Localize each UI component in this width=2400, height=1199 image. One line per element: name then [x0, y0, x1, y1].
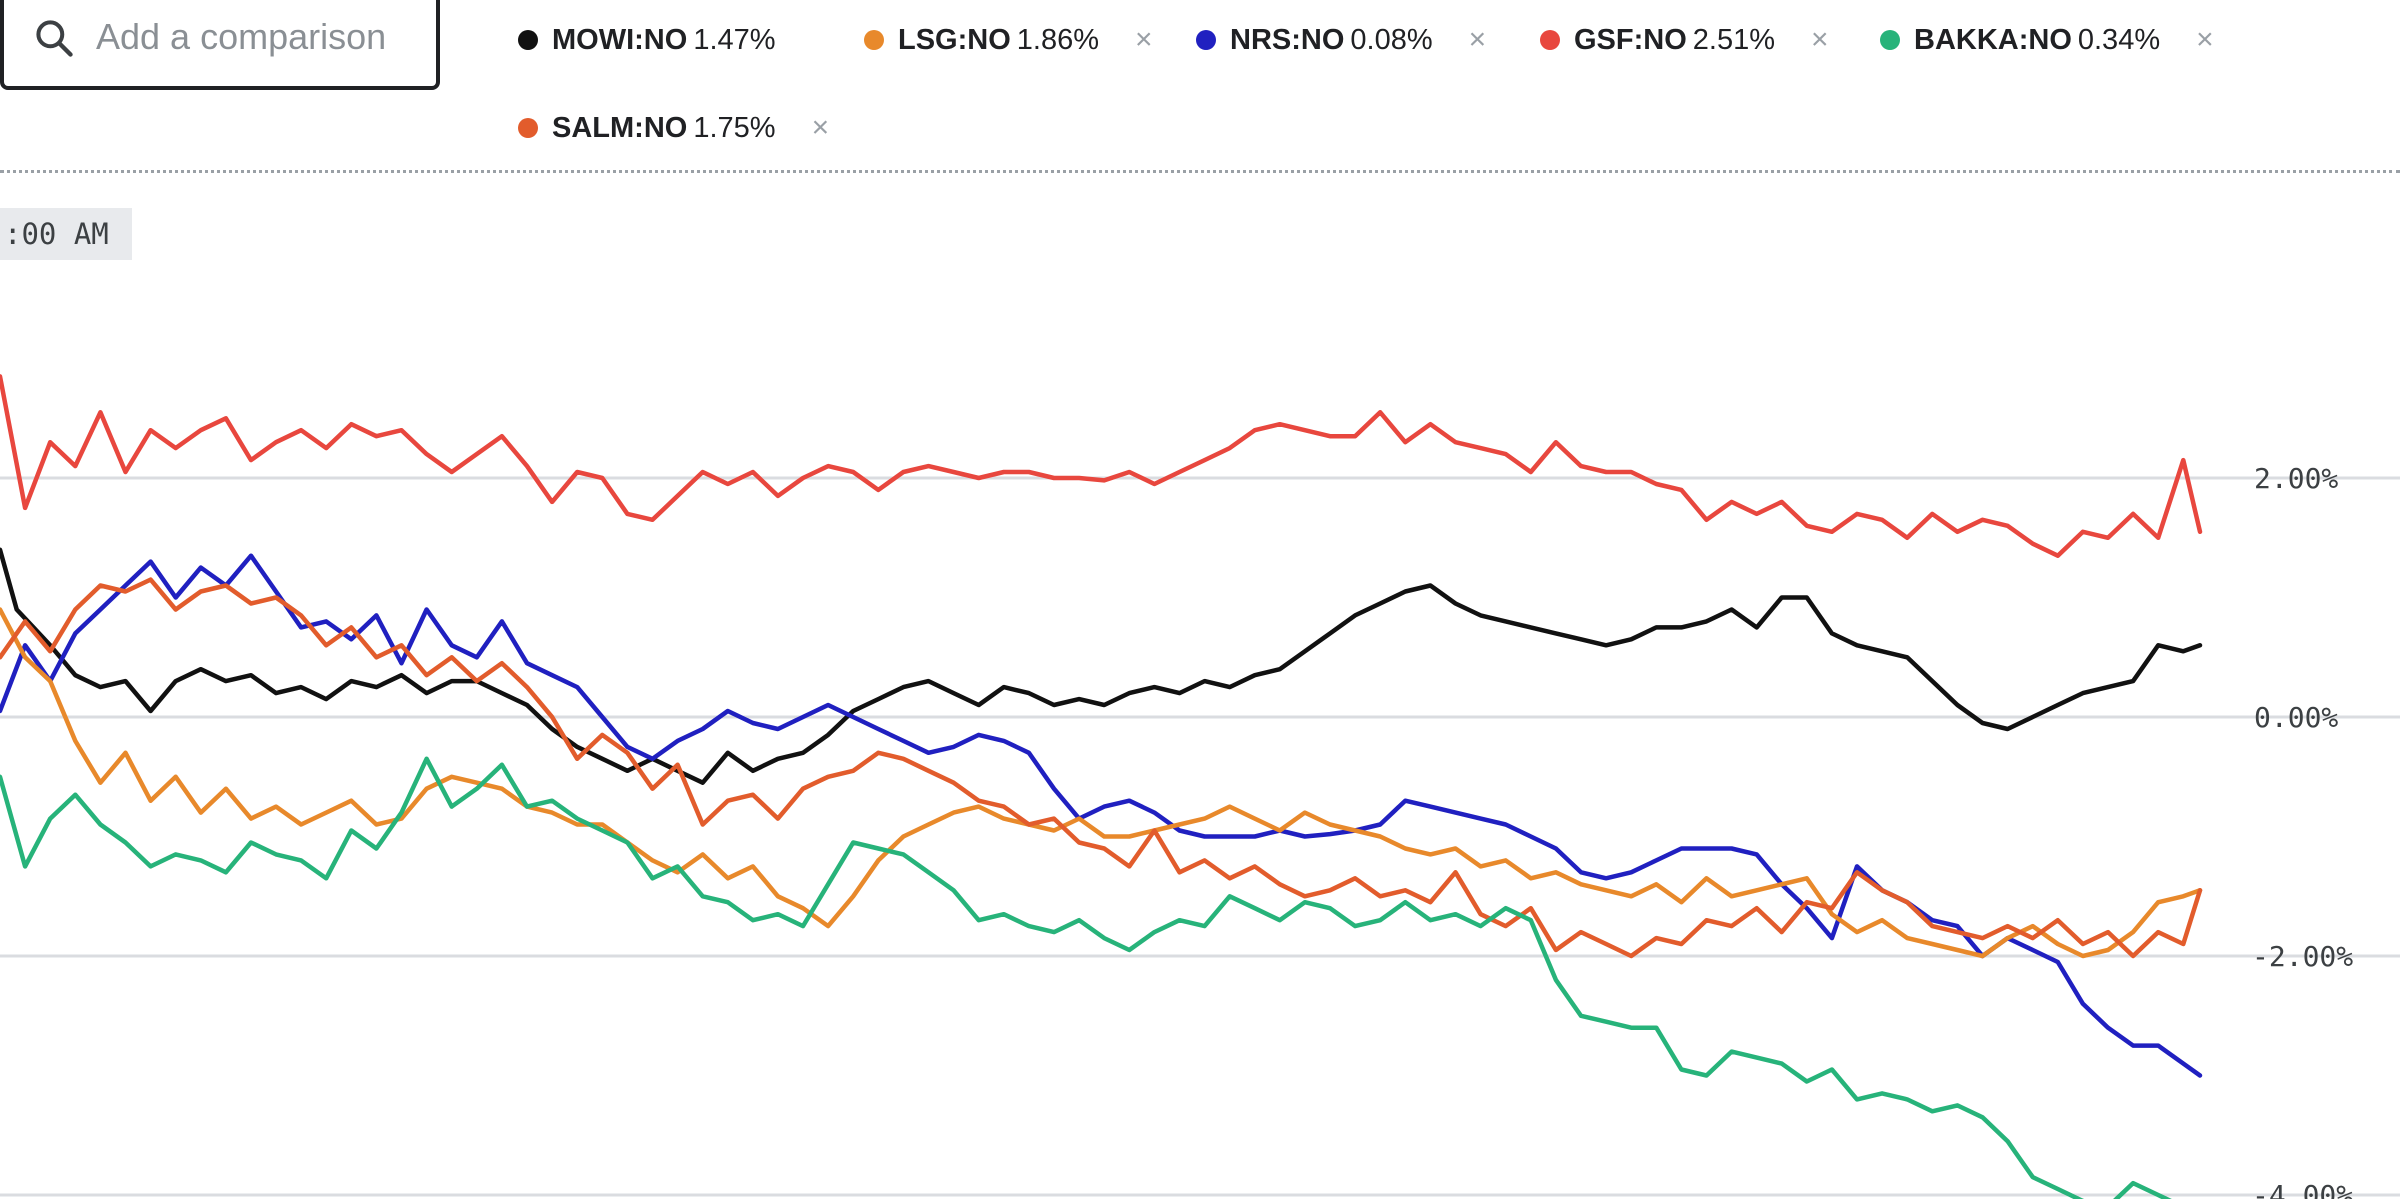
- y-tick-label: 0.00%: [2254, 701, 2338, 734]
- series-color-dot: [1540, 30, 1560, 50]
- series-color-dot: [1196, 30, 1216, 50]
- legend-divider: [0, 170, 2400, 173]
- remove-comparison-icon[interactable]: ×: [811, 111, 830, 144]
- series-color-dot: [1880, 30, 1900, 50]
- comparison-change: 1.47%: [693, 23, 776, 56]
- comparison-change: 1.86%: [1016, 23, 1100, 56]
- comparison-symbol: GSF:NO: [1574, 23, 1687, 56]
- comparison-symbol: NRS:NO: [1230, 23, 1345, 56]
- comparison-change: 0.34%: [2077, 23, 2161, 56]
- y-tick-label: -2.00%: [2252, 940, 2353, 973]
- series-line-salm-no: [0, 577, 2203, 959]
- series-color-dot: [518, 118, 538, 138]
- series-line-lsg-no: [0, 607, 2203, 959]
- remove-comparison-icon[interactable]: ×: [2196, 23, 2214, 56]
- comparison-chip-gsf-no[interactable]: GSF:NO 2.51% ×: [1540, 16, 1829, 64]
- comparison-change: 0.08%: [1350, 23, 1433, 56]
- comparison-symbol: SALM:NO: [552, 111, 688, 144]
- comparison-change: 2.51%: [1692, 23, 1776, 56]
- search-icon: [36, 20, 73, 57]
- y-tick-label: -4.00%: [2252, 1179, 2353, 1199]
- remove-comparison-icon[interactable]: ×: [1811, 23, 1829, 56]
- series-line-mowi-no: [0, 547, 2203, 785]
- comparison-symbol: LSG:NO: [898, 23, 1011, 56]
- comparison-symbol: BAKKA:NO: [1914, 23, 2072, 56]
- comparison-symbol: MOWI:NO: [552, 23, 688, 56]
- remove-comparison-icon[interactable]: ×: [1468, 23, 1487, 56]
- comparison-chip-lsg-no[interactable]: LSG:NO 1.86% ×: [864, 16, 1153, 64]
- y-tick-label: 2.00%: [2254, 462, 2338, 495]
- remove-comparison-icon[interactable]: ×: [1135, 23, 1153, 56]
- series-line-gsf-no: [0, 374, 2203, 558]
- comparison-chip-mowi-no[interactable]: MOWI:NO 1.47%: [518, 16, 776, 64]
- search-input[interactable]: [94, 8, 418, 66]
- series-color-dot: [518, 30, 538, 50]
- comparison-chip-bakka-no[interactable]: BAKKA:NO 0.34% ×: [1880, 16, 2214, 64]
- time-label: :00 AM: [0, 208, 132, 260]
- comparison-chip-salm-no[interactable]: SALM:NO 1.75% ×: [518, 104, 829, 152]
- comparison-change: 1.75%: [693, 111, 776, 144]
- add-comparison-box[interactable]: [0, 0, 440, 90]
- comparison-chip-nrs-no[interactable]: NRS:NO 0.08% ×: [1196, 16, 1486, 64]
- series-line-bakka-no: [0, 756, 2172, 1199]
- series-color-dot: [864, 30, 884, 50]
- series-line-nrs-no: [0, 553, 2203, 1078]
